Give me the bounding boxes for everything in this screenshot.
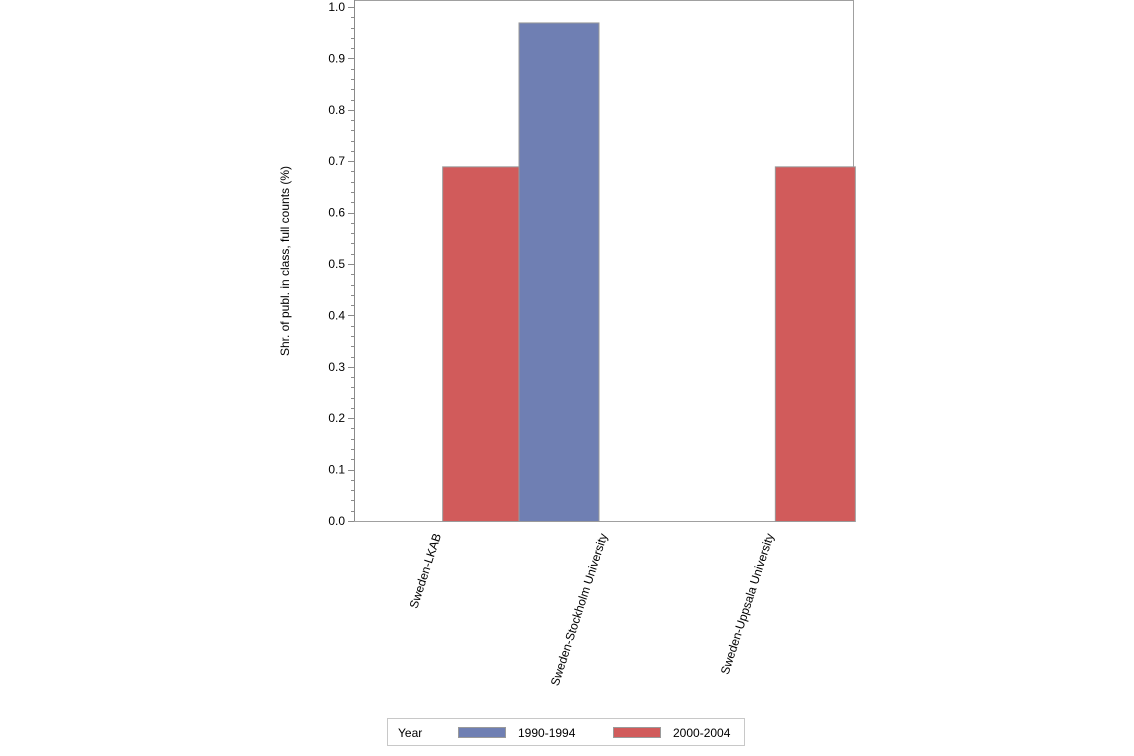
y-tick-label: 0.1 bbox=[328, 463, 345, 477]
y-tick-label: 0.5 bbox=[328, 257, 345, 271]
y-tick-label: 1.0 bbox=[328, 0, 345, 14]
y-tick-label: 0.6 bbox=[328, 206, 345, 220]
legend-label-1990-1994: 1990-1994 bbox=[518, 726, 576, 740]
bar-2000-2004 bbox=[774, 166, 856, 522]
y-tick-label: 0.2 bbox=[328, 411, 345, 425]
legend-label-2000-2004: 2000-2004 bbox=[673, 726, 731, 740]
plot-area: Sweden-LKAB Sweden-Stockholm University Sw… bbox=[278, 0, 856, 688]
category-label: Sweden-Uppsala University bbox=[718, 532, 777, 677]
y-tick-label: 0.4 bbox=[328, 308, 345, 322]
y-axis-title: Shr. of publ. in class, full counts (%) bbox=[278, 166, 292, 356]
legend: Year 1990-1994 2000-2004 bbox=[387, 718, 745, 746]
legend-swatch-1990-1994 bbox=[458, 727, 506, 738]
y-tick-label: 0.0 bbox=[328, 514, 345, 528]
y-tick-label: 0.9 bbox=[328, 51, 345, 65]
y-tick-label: 0.8 bbox=[328, 103, 345, 117]
category-label: Sweden-Stockholm University bbox=[548, 532, 611, 688]
category-label: Sweden-LKAB bbox=[407, 532, 444, 611]
y-tick-label: 0.7 bbox=[328, 154, 345, 168]
y-tick-label: 0.3 bbox=[328, 360, 345, 374]
legend-swatch-2000-2004 bbox=[613, 727, 661, 738]
bar-2000-2004 bbox=[442, 166, 524, 522]
bar-1990-1994 bbox=[518, 22, 600, 522]
legend-title: Year bbox=[398, 726, 423, 740]
plot-frame bbox=[354, 0, 854, 522]
